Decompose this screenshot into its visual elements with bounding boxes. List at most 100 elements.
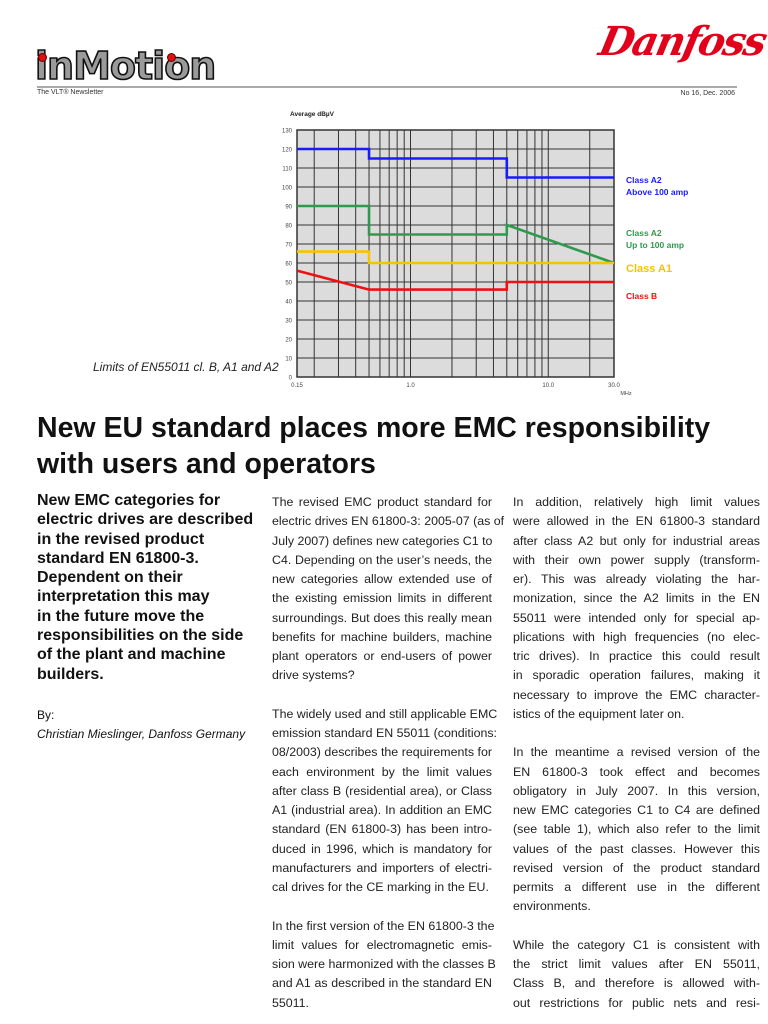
- text-line: In the first version of the EN 61800-3 t…: [272, 918, 495, 933]
- text-line: out restrictions for public nets and res…: [513, 995, 760, 1010]
- text-line: each environment by the limit values: [272, 764, 492, 779]
- y-tick-label: 20: [285, 338, 292, 344]
- paragraph: The widely used and still applicable EMC…: [272, 705, 498, 898]
- x-axis-label: MHz: [620, 391, 632, 397]
- y-tick-label: 0: [289, 376, 293, 382]
- y-tick-label: 70: [285, 243, 292, 249]
- lead-line: in the revised product: [37, 530, 205, 548]
- y-tick-label: 110: [282, 167, 292, 173]
- text-line: revised version of the product standard: [513, 860, 760, 875]
- text-line: In the meantime a revised version of the: [513, 745, 760, 760]
- y-axis-label: Average dBµV: [290, 111, 335, 118]
- lead-line: builders.: [37, 665, 104, 683]
- text-line: In addition, relatively high limit value…: [513, 495, 760, 509]
- y-tick-label: 90: [285, 205, 292, 211]
- text-line: The widely used and still applicable EMC: [272, 706, 498, 721]
- text-line: permits a different use in the different: [513, 880, 760, 894]
- text-line: 55011.: [272, 995, 309, 1010]
- byline: By: Christian Mieslinger, Danfoss German…: [37, 706, 245, 744]
- y-tick-label: 30: [285, 319, 292, 325]
- text-line: manufacturers and importers of electri-: [272, 860, 492, 875]
- text-line: drive systems?: [272, 668, 355, 683]
- lead-line: electric drives are described: [37, 511, 254, 529]
- lead-line: responsibilities on the side: [37, 627, 244, 645]
- text-line: sion were harmonized with the classes B: [272, 957, 496, 971]
- x-tick-label: 10.0: [542, 383, 554, 389]
- text-line: benefits for machine builders, machine: [272, 629, 492, 644]
- text-line: EN 61800-3 took effect and becomes: [513, 764, 760, 779]
- y-tick-label: 40: [285, 300, 292, 306]
- lead-line: in the future move the: [37, 607, 205, 625]
- lead-line: New EMC categories for: [37, 492, 221, 509]
- series-line-1: [297, 204, 615, 265]
- text-line: after class B (residential area), or Cla…: [272, 783, 492, 798]
- legend-label: Class A1: [626, 263, 672, 275]
- logo-dot: [167, 53, 176, 62]
- y-tick-label: 100: [282, 186, 293, 192]
- text-line: surroundings. But does this really mean: [272, 610, 492, 625]
- emc-limits-chart: 0 10 20 30 40 50 60 70 80 90 100 110 120 130 0.15 1.0 10…: [282, 111, 688, 397]
- x-tick-label: 30.0: [608, 383, 620, 389]
- text-line: with their own power supply (transform-: [513, 552, 760, 567]
- y-tick-label: 10: [285, 357, 292, 363]
- text-line: in sporadic operation failures, making i…: [513, 668, 760, 683]
- y-tick-label: 80: [285, 224, 292, 230]
- y-tick-label: 130: [282, 129, 293, 135]
- lead-line: interpretation this may: [37, 588, 210, 606]
- body-column-1: The revised EMC product standard for elec…: [272, 493, 505, 1013]
- legend-label: Class A2: [626, 228, 662, 238]
- text-line: 08/2003) describes the requirements for: [272, 745, 492, 760]
- paragraph: In the first version of the EN 61800-3 t…: [272, 917, 496, 1013]
- legend-sublabel: Up to 100 amp: [626, 240, 684, 250]
- legend-label: Class A2: [626, 175, 662, 185]
- text-line: electric drives EN 61800-3: 2005-07 (as …: [272, 514, 505, 529]
- text-line: and A1 as described in the standard EN: [272, 976, 492, 991]
- text-line: environments.: [513, 899, 591, 914]
- legend-sublabel: Above 100 amp: [626, 187, 688, 197]
- y-tick-label: 120: [282, 148, 293, 154]
- text-line: necessary to improve the EMC character-: [513, 687, 760, 702]
- text-line: emission standard EN 55011 (conditions:: [272, 726, 497, 740]
- text-line: after class A2 but only for industrial a…: [513, 533, 760, 548]
- y-tick-label: 60: [285, 262, 292, 268]
- title-line: New EU standard places more EMC responsi…: [37, 412, 711, 444]
- header-rule: [37, 86, 737, 88]
- lead-line: of the plant and machine: [37, 646, 226, 664]
- text-line: duced in 1996, which is mandatory for: [272, 841, 492, 856]
- text-line: plant operators or end-users of power: [272, 649, 492, 663]
- text-line: were allowed in the EN 61800-3 standard: [513, 514, 760, 529]
- newsletter-tagline: The VLT® Newsletter: [37, 89, 104, 96]
- logo-dot: [38, 53, 47, 62]
- text-line: Class B, and therefore is allowed with-: [513, 976, 760, 991]
- paragraph: In addition, relatively high limit value…: [513, 493, 760, 724]
- text-line: istics of the equipment later on.: [513, 706, 685, 721]
- text-line: While the category C1 is consistent with: [513, 937, 760, 952]
- text-line: tric drives). In practice this could res…: [513, 649, 760, 663]
- byline-author: Christian Mieslinger, Danfoss Germany: [37, 727, 246, 742]
- text-line: A1 (industrial area). In addition an EMC: [272, 803, 492, 817]
- inmotion-logo: inMotion: [34, 43, 217, 89]
- x-tick-label: 1.0: [406, 383, 415, 389]
- text-line: obligatory in July 2007. In this version…: [513, 783, 760, 798]
- text-line: limit values for electromagnetic emis-: [272, 937, 492, 952]
- series-line-3: [296, 269, 614, 291]
- text-line: 55011 were intended only for special ap-: [513, 610, 760, 625]
- text-line: cal drives for the CE marking in the EU.: [272, 880, 489, 894]
- text-line: new categories allow extended use of: [272, 572, 492, 586]
- figure-caption: Limits of EN55011 cl. B, A1 and A2: [93, 360, 279, 374]
- issue-number: No 16, Dec. 2006: [680, 90, 735, 97]
- y-tick-label: 50: [285, 281, 292, 287]
- paragraph: In the meantime a revised version of the…: [513, 743, 760, 916]
- lead-line: Dependent on their: [37, 569, 183, 587]
- series-line-2: [297, 250, 614, 265]
- text-line: the existing emission limits in differen…: [272, 591, 492, 606]
- paragraph: While the category C1 is consistent with…: [513, 936, 760, 1013]
- title-line: with users and operators: [37, 448, 376, 480]
- text-line: C4. Depending on the user’s needs, the: [272, 552, 492, 567]
- x-tick-label: 0.15: [291, 383, 303, 389]
- text-line: (see table 1), which also refer to the l…: [513, 822, 760, 837]
- text-line: monization, since the A2 limits in the E…: [513, 591, 760, 606]
- text-line: standard (EN 61800-3) has been intro-: [272, 822, 492, 837]
- byline-label: By:: [37, 708, 55, 722]
- legend-label: Class B: [626, 291, 657, 301]
